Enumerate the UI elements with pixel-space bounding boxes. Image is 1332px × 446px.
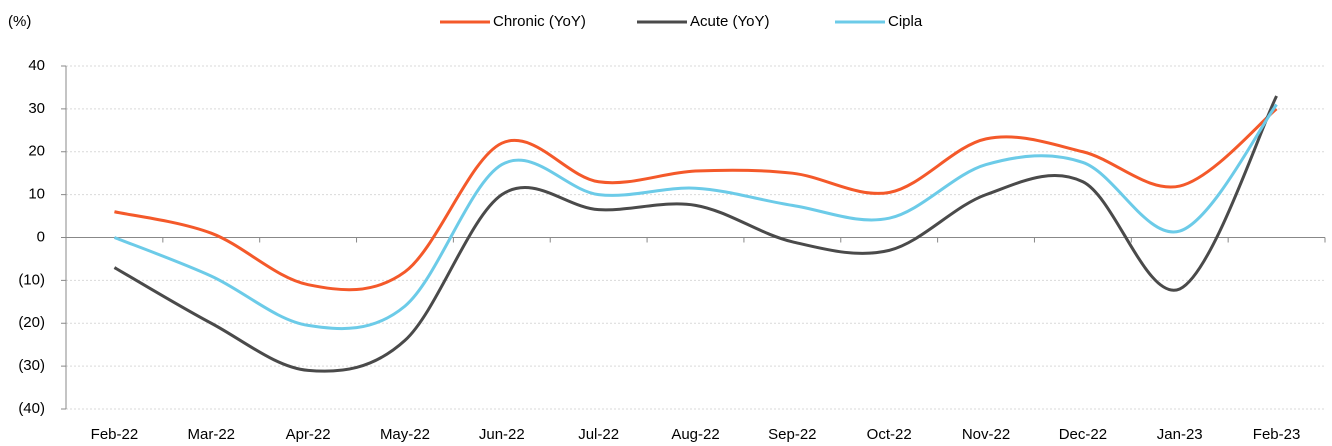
x-tick-label: Feb-23 xyxy=(1253,426,1301,443)
legend-label: Cipla xyxy=(888,13,923,30)
y-tick-label: (20) xyxy=(18,314,45,331)
y-tick-label: (30) xyxy=(18,357,45,374)
x-tick-label: May-22 xyxy=(380,426,430,443)
y-axis-label: (%) xyxy=(8,13,31,30)
series-line xyxy=(113,103,1278,331)
x-tick-label: Jan-23 xyxy=(1157,426,1203,443)
legend-label: Chronic (YoY) xyxy=(493,13,586,30)
x-tick-label: Sep-22 xyxy=(768,426,816,443)
y-tick-label: 20 xyxy=(28,143,45,160)
y-tick-label: 0 xyxy=(37,228,45,245)
x-tick-label: Oct-22 xyxy=(867,426,912,443)
x-tick-label: Mar-22 xyxy=(188,426,236,443)
legend-label: Acute (YoY) xyxy=(690,13,770,30)
x-tick-label: Dec-22 xyxy=(1059,426,1107,443)
y-tick-label: (10) xyxy=(18,271,45,288)
x-tick-label: Aug-22 xyxy=(671,426,719,443)
y-tick-label: 40 xyxy=(28,57,45,74)
x-tick-label: Apr-22 xyxy=(286,426,331,443)
y-tick-label: 30 xyxy=(28,100,45,117)
series-line xyxy=(114,107,1278,292)
y-tick-label: (40) xyxy=(18,400,45,417)
x-tick-label: Jul-22 xyxy=(578,426,619,443)
series-line xyxy=(113,95,1278,373)
x-tick-label: Feb-22 xyxy=(91,426,139,443)
x-tick-label: Nov-22 xyxy=(962,426,1010,443)
y-tick-label: 10 xyxy=(28,186,45,203)
x-tick-label: Jun-22 xyxy=(479,426,525,443)
